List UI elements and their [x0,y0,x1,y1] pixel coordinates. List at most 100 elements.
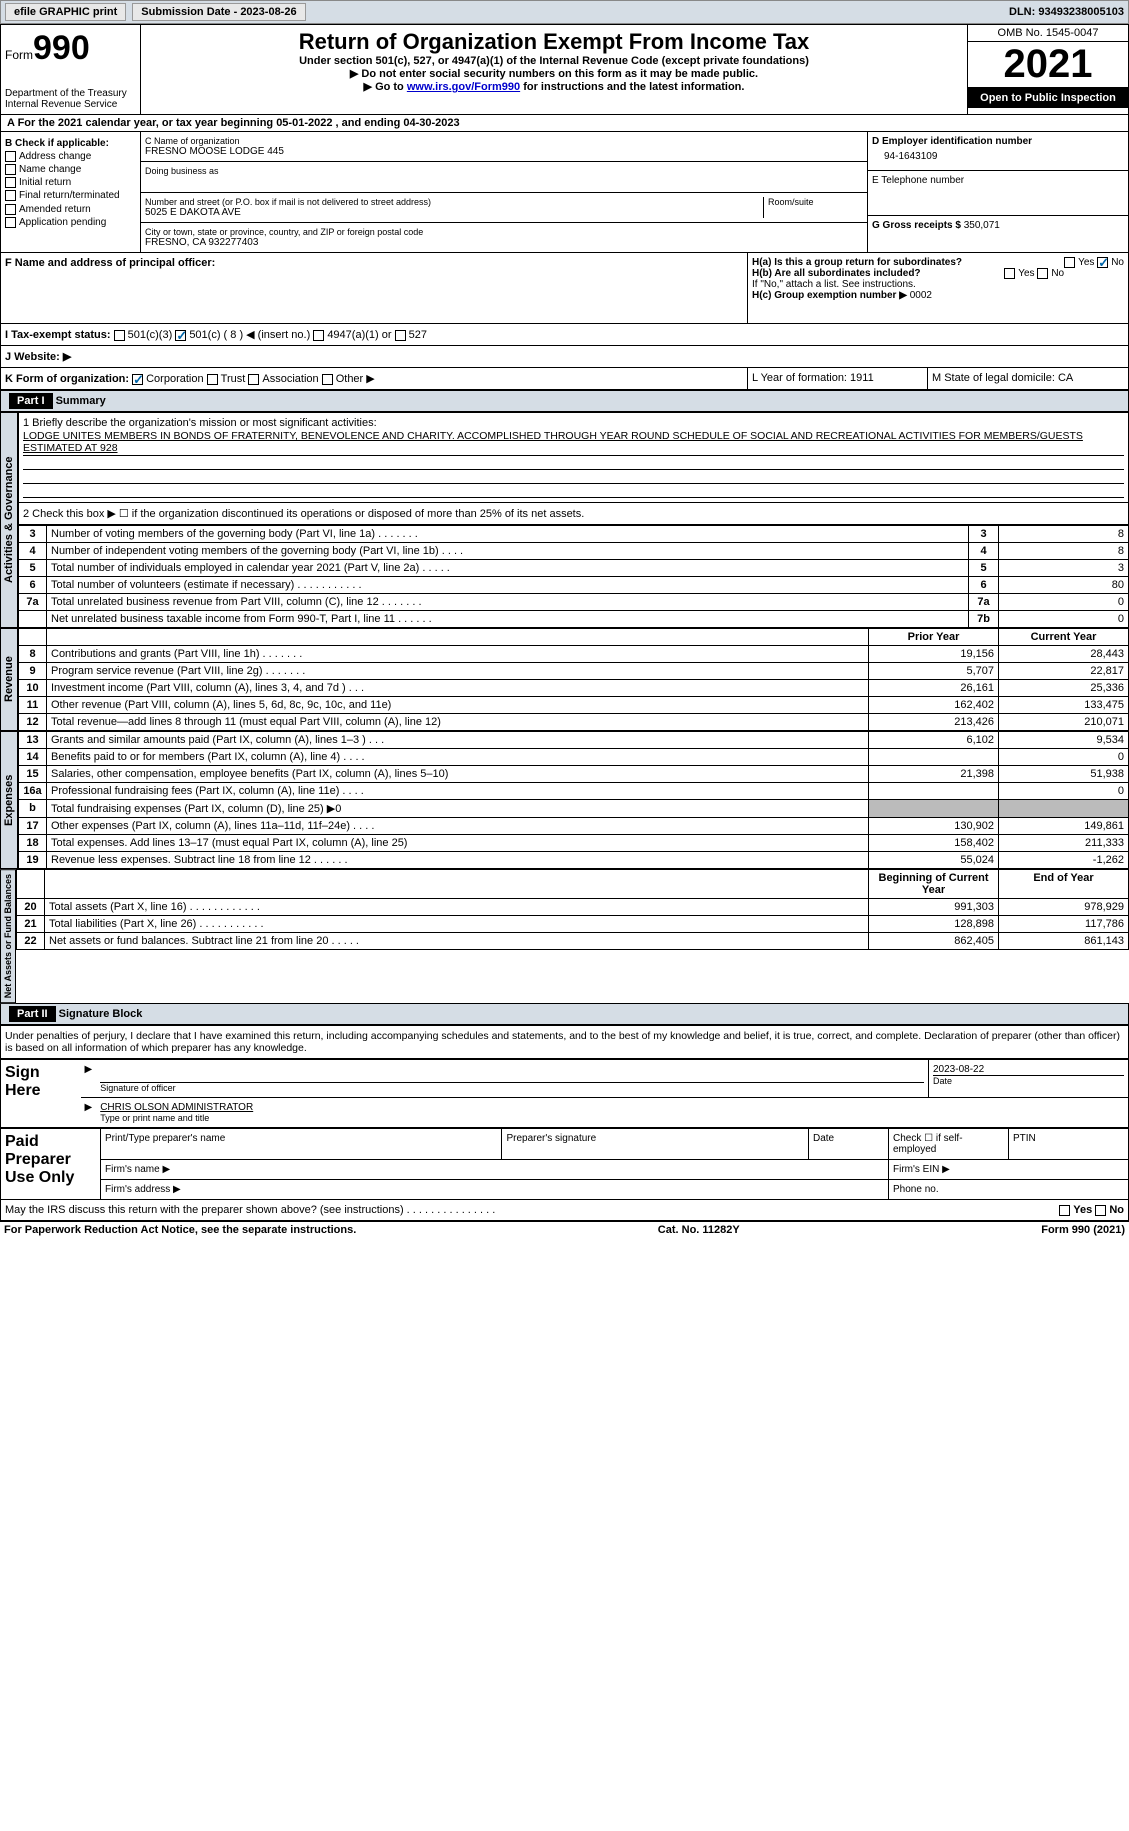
row-box: 4 [969,543,999,560]
efile-button[interactable]: efile GRAPHIC print [5,3,126,21]
opt: Trust [221,373,246,385]
firm-addr-label: Firm's address ▶ [101,1180,889,1200]
topbar: efile GRAPHIC print Submission Date - 20… [0,0,1129,24]
opt: 501(c)(3) [128,329,173,341]
irs-label: Internal Revenue Service [5,99,136,110]
k-label: K Form of organization: [5,373,129,385]
current-val: 211,333 [999,835,1129,852]
row-desc: Total fundraising expenses (Part IX, col… [47,800,869,818]
cb-pending[interactable] [5,217,16,228]
pra-notice: For Paperwork Reduction Act Notice, see … [4,1224,356,1236]
cb-label: Final return/terminated [19,191,120,202]
row-desc: Investment income (Part VIII, column (A)… [47,680,869,697]
name-label: C Name of organization [145,136,863,146]
cb-trust[interactable] [207,374,218,385]
page-footer: For Paperwork Reduction Act Notice, see … [0,1221,1129,1238]
part-ii-header: Part II Signature Block [0,1003,1129,1025]
row-f-h: F Name and address of principal officer:… [0,253,1129,324]
prior-val: 158,402 [869,835,999,852]
form-title: Return of Organization Exempt From Incom… [145,29,963,55]
opt: Other ▶ [336,373,375,385]
col-header: Current Year [999,629,1129,646]
cb-4947[interactable] [313,330,324,341]
note-ssn: ▶ Do not enter social security numbers o… [145,67,963,80]
cb-527[interactable] [395,330,406,341]
row-desc: Other expenses (Part IX, column (A), lin… [47,818,869,835]
irs-link[interactable]: www.irs.gov/Form990 [407,81,520,93]
row-num: 13 [19,732,47,749]
cb-corp[interactable] [132,374,143,385]
header: Form990 Department of the Treasury Inter… [0,24,1129,115]
row-a: A For the 2021 calendar year, or tax yea… [0,115,1129,132]
cb-final-return[interactable] [5,190,16,201]
row-val: 80 [999,577,1129,594]
opt: 501(c) ( 8 ) ◀ (insert no.) [189,329,310,341]
current-val: 861,143 [999,933,1129,950]
cb-hb-yes[interactable] [1004,268,1015,279]
col-c: C Name of organizationFRESNO MOOSE LODGE… [141,132,868,252]
room-label: Room/suite [768,197,863,207]
note-goto-pre: ▶ Go to [364,81,407,93]
hb-label: H(b) Are all subordinates included? [752,268,921,279]
cb-501c3[interactable] [114,330,125,341]
row-desc: Net assets or fund balances. Subtract li… [45,933,869,950]
cb-assoc[interactable] [248,374,259,385]
prior-val: 213,426 [869,714,999,731]
sign-here-table: Sign Here ▶ Signature of officer 2023-08… [0,1059,1129,1128]
hdr-blank [45,870,869,899]
m-state: M State of legal domicile: CA [928,368,1128,389]
col-header: Beginning of Current Year [869,870,999,899]
row-box: 7a [969,594,999,611]
cb-hb-no[interactable] [1037,268,1048,279]
ha-label: H(a) Is this a group return for subordin… [752,257,962,268]
sect-net: Net Assets or Fund Balances Beginning of… [0,869,1129,1003]
i-label: I Tax-exempt status: [5,329,111,341]
prior-val: 21,398 [869,766,999,783]
col-header: Prior Year [869,629,999,646]
tax-year: 2021 [968,42,1128,88]
row-num: b [19,800,47,818]
table-exp: 13Grants and similar amounts paid (Part … [18,731,1129,869]
phone-label: Phone no. [889,1180,1129,1200]
addr-label: Number and street (or P.O. box if mail i… [145,197,763,207]
row-num: 16a [19,783,47,800]
cb-address-change[interactable] [5,151,16,162]
row-val: 0 [999,611,1129,628]
sect-ag: Activities & Governance 1 Briefly descri… [0,412,1129,628]
row-num: 21 [17,916,45,933]
org-name: FRESNO MOOSE LODGE 445 [145,146,863,157]
cb-discuss-no[interactable] [1095,1205,1106,1216]
row-box: 5 [969,560,999,577]
sig-date-label: Date [933,1075,1124,1086]
paid-preparer-table: Paid Preparer Use Only Print/Type prepar… [0,1128,1129,1200]
sect-rev: Revenue Prior YearCurrent Year8Contribut… [0,628,1129,731]
row-num: 14 [19,749,47,766]
row-desc: Number of independent voting members of … [47,543,969,560]
inspection-label: Open to Public Inspection [968,88,1128,108]
prior-val: 19,156 [869,646,999,663]
opt: Corporation [146,373,203,385]
cb-name-change[interactable] [5,164,16,175]
row-num: 7a [19,594,47,611]
submission-button[interactable]: Submission Date - 2023-08-26 [132,3,305,21]
row-desc: Revenue less expenses. Subtract line 18 … [47,852,869,869]
cb-initial-return[interactable] [5,177,16,188]
firm-ein-label: Firm's EIN ▶ [889,1160,1129,1180]
cb-other[interactable] [322,374,333,385]
row-desc: Number of voting members of the governin… [47,526,969,543]
current-val: 978,929 [999,899,1129,916]
row-desc: Benefits paid to or for members (Part IX… [47,749,869,766]
hdr-blank [17,870,45,899]
cb-ha-no[interactable] [1097,257,1108,268]
row-desc: Salaries, other compensation, employee b… [47,766,869,783]
q1-label: 1 Briefly describe the organization's mi… [23,417,1124,429]
cb-501c[interactable] [175,330,186,341]
cb-label: Initial return [19,177,71,188]
row-desc: Total revenue—add lines 8 through 11 (mu… [47,714,869,731]
cb-discuss-yes[interactable] [1059,1205,1070,1216]
row-val: 8 [999,526,1129,543]
row-desc: Net unrelated business taxable income fr… [47,611,969,628]
cb-ha-yes[interactable] [1064,257,1075,268]
row-desc: Program service revenue (Part VIII, line… [47,663,869,680]
cb-amended[interactable] [5,204,16,215]
